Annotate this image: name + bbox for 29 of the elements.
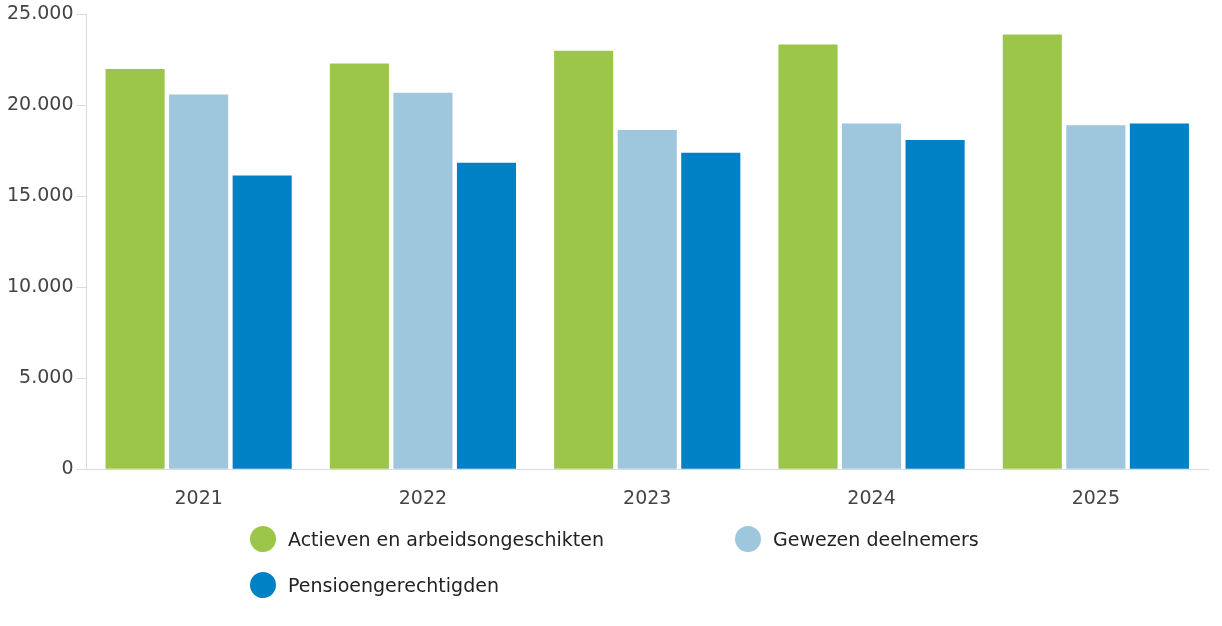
bar [393,92,453,469]
y-tick-label: 0 [61,456,74,479]
x-tick-label: 2022 [398,485,448,508]
bar [232,175,292,469]
bar [105,68,165,469]
legend-label: Gewezen deelnemers [773,528,979,550]
bar [617,129,677,469]
bar [841,123,902,469]
x-tick-label: 2021 [174,485,223,508]
bar [329,63,389,469]
bar [169,94,229,469]
bar [554,50,614,469]
bar [1129,123,1189,469]
y-tick-label: 20.000 [7,92,74,115]
bar [1002,34,1062,469]
x-tick-label: 2024 [847,485,896,508]
bar [681,152,741,469]
y-tick-label: 10.000 [7,274,74,297]
bar [1066,125,1126,469]
y-tick-label: 25.000 [7,1,74,24]
y-tick-label: 5.000 [19,365,74,388]
bar [456,162,517,469]
bar [778,44,838,469]
bar [905,139,965,469]
y-tick-label: 15.000 [7,183,74,206]
legend-label: Actieven en arbeidsongeschikten [288,528,605,550]
x-tick-label: 2025 [1071,485,1121,508]
x-tick-label: 2023 [623,485,672,508]
legend-label: Pensioengerechtigden [288,574,499,596]
